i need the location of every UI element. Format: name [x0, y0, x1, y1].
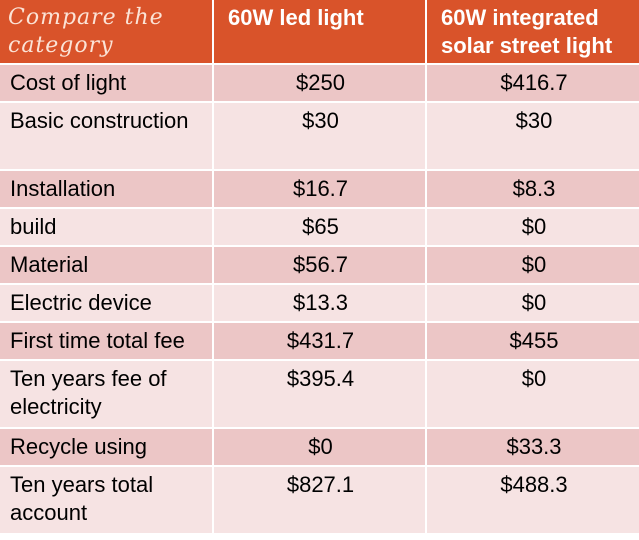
- row-led-value: $30: [213, 102, 427, 171]
- row-led-value: $16.7: [213, 170, 427, 209]
- header-category: Compare the category: [0, 0, 214, 65]
- row-category: Installation: [0, 170, 214, 209]
- row-solar-value: $455: [426, 322, 639, 361]
- row-solar-value: $8.3: [426, 170, 639, 209]
- row-solar-value: $0: [426, 246, 639, 285]
- table-row: Ten years total account $827.1 $488.3: [0, 466, 639, 535]
- table-row: Installation $16.7 $8.3: [0, 170, 639, 209]
- table-row: Recycle using $0 $33.3: [0, 428, 639, 467]
- row-led-value: $431.7: [213, 322, 427, 361]
- row-led-value: $0: [213, 428, 427, 467]
- row-category: Ten years total account: [0, 466, 214, 535]
- row-led-value: $827.1: [213, 466, 427, 535]
- header-row: Compare the category 60W led light 60W i…: [0, 0, 639, 65]
- table-row: Ten years fee of electricity $395.4 $0: [0, 360, 639, 429]
- row-led-value: $65: [213, 208, 427, 247]
- table-row: Basic construction $30 $30: [0, 102, 639, 171]
- row-category: First time total fee: [0, 322, 214, 361]
- row-led-value: $13.3: [213, 284, 427, 323]
- row-solar-value: $416.7: [426, 64, 639, 103]
- row-solar-value: $33.3: [426, 428, 639, 467]
- header-led-light: 60W led light: [213, 0, 427, 65]
- table-row: Cost of light $250 $416.7: [0, 64, 639, 103]
- row-category: Electric device: [0, 284, 214, 323]
- row-solar-value: $0: [426, 284, 639, 323]
- row-category: Recycle using: [0, 428, 214, 467]
- row-category: Material: [0, 246, 214, 285]
- table-row: First time total fee $431.7 $455: [0, 322, 639, 361]
- row-category: build: [0, 208, 214, 247]
- row-solar-value: $30: [426, 102, 639, 171]
- table-row: Electric device $13.3 $0: [0, 284, 639, 323]
- row-category: Basic construction: [0, 102, 214, 171]
- row-led-value: $56.7: [213, 246, 427, 285]
- row-category: Ten years fee of electricity: [0, 360, 214, 429]
- row-led-value: $395.4: [213, 360, 427, 429]
- row-solar-value: $0: [426, 208, 639, 247]
- row-solar-value: $0: [426, 360, 639, 429]
- table-row: Material $56.7 $0: [0, 246, 639, 285]
- row-category: Cost of light: [0, 64, 214, 103]
- row-solar-value: $488.3: [426, 466, 639, 535]
- header-solar-street-light: 60W integrated solar street light: [426, 0, 639, 65]
- table-row: build $65 $0: [0, 208, 639, 247]
- row-led-value: $250: [213, 64, 427, 103]
